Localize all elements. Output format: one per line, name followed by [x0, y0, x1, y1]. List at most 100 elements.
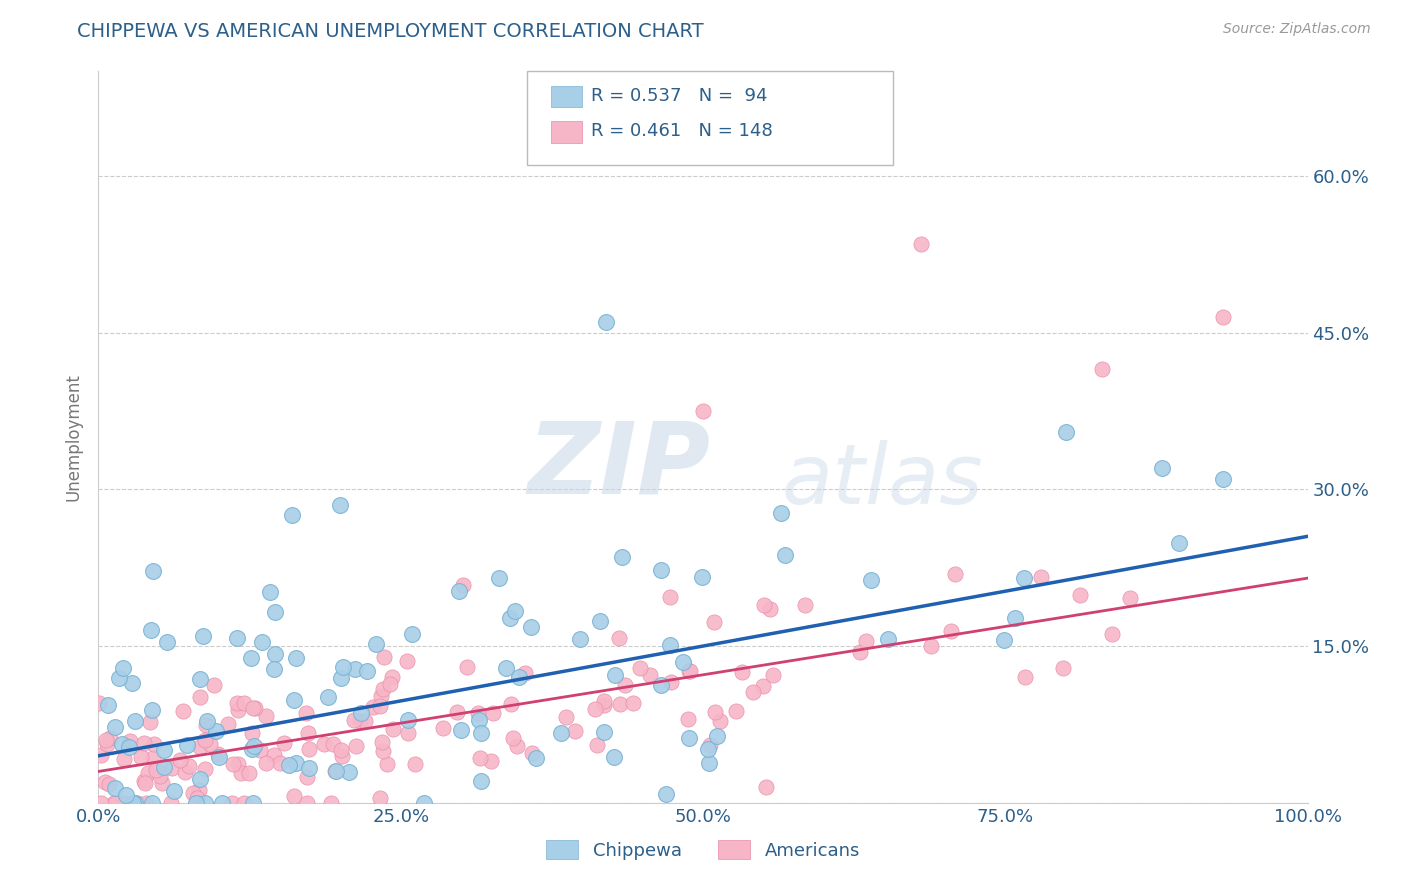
Point [295, 796, 318, 810]
Point [1091, 362, 1114, 376]
Point [278, 757, 301, 772]
Point [297, 726, 319, 740]
Point [193, 629, 215, 643]
Point [188, 783, 211, 797]
Point [188, 772, 211, 786]
Legend: Chippewa, Americans: Chippewa, Americans [538, 833, 868, 867]
Point [152, 760, 174, 774]
Point [1152, 461, 1174, 475]
Text: atlas: atlas [782, 441, 983, 522]
Point [194, 718, 217, 732]
Point [93, 775, 115, 789]
Point [103, 796, 125, 810]
Point [124, 714, 146, 728]
Point [368, 790, 391, 805]
Point [263, 662, 285, 676]
Point [316, 690, 339, 705]
Point [114, 788, 136, 802]
Point [775, 548, 797, 562]
Point [233, 696, 256, 710]
Point [243, 701, 266, 715]
Point [176, 739, 198, 753]
Point [724, 704, 747, 718]
Point [169, 753, 191, 767]
Point [555, 710, 578, 724]
Point [343, 714, 366, 728]
Point [132, 774, 155, 789]
Point [242, 701, 264, 715]
Point [112, 796, 135, 810]
Point [456, 660, 478, 674]
Point [103, 796, 125, 810]
Point [676, 712, 699, 726]
Point [1212, 310, 1234, 324]
Point [273, 736, 295, 750]
Point [269, 756, 291, 771]
Point [502, 731, 524, 745]
Point [242, 739, 264, 754]
Point [339, 764, 361, 779]
Point [150, 775, 173, 789]
Point [202, 678, 225, 692]
Point [396, 713, 419, 727]
Point [373, 649, 395, 664]
Point [468, 751, 491, 765]
Point [298, 742, 321, 756]
Point [602, 750, 624, 764]
Point [610, 549, 633, 564]
Point [520, 620, 543, 634]
Point [145, 763, 167, 777]
Point [142, 564, 165, 578]
Point [198, 738, 221, 752]
Point [141, 703, 163, 717]
Point [709, 714, 731, 728]
Point [446, 705, 468, 719]
Point [752, 679, 775, 693]
Point [98, 777, 121, 791]
Point [655, 787, 678, 801]
Point [638, 667, 661, 681]
Point [1012, 571, 1035, 585]
Point [762, 668, 785, 682]
Point [607, 631, 630, 645]
Text: Source: ZipAtlas.com: Source: ZipAtlas.com [1223, 22, 1371, 37]
Point [226, 756, 249, 771]
Point [404, 756, 426, 771]
Point [207, 747, 229, 762]
Point [330, 672, 353, 686]
Point [524, 750, 547, 764]
Point [1212, 472, 1234, 486]
Point [467, 706, 489, 720]
Point [706, 729, 728, 743]
Point [470, 773, 492, 788]
Point [470, 725, 492, 739]
Point [195, 714, 218, 728]
Point [284, 756, 307, 770]
Point [156, 635, 179, 649]
Point [98, 731, 121, 745]
Point [609, 697, 631, 711]
Point [623, 697, 645, 711]
Point [849, 645, 872, 659]
Text: R = 0.461   N = 148: R = 0.461 N = 148 [591, 122, 772, 140]
Point [108, 671, 131, 685]
Point [354, 714, 377, 728]
Point [159, 796, 181, 810]
Point [564, 723, 586, 738]
Point [920, 639, 942, 653]
Point [447, 583, 470, 598]
Point [90, 796, 112, 810]
Point [703, 615, 725, 630]
Point [132, 736, 155, 750]
Point [104, 781, 127, 796]
Point [122, 796, 145, 810]
Point [501, 697, 523, 711]
Point [295, 706, 318, 720]
Point [124, 796, 146, 810]
Point [138, 714, 160, 729]
Point [506, 739, 529, 753]
Point [731, 665, 754, 679]
Point [943, 567, 966, 582]
Point [254, 709, 277, 723]
Point [569, 632, 592, 646]
